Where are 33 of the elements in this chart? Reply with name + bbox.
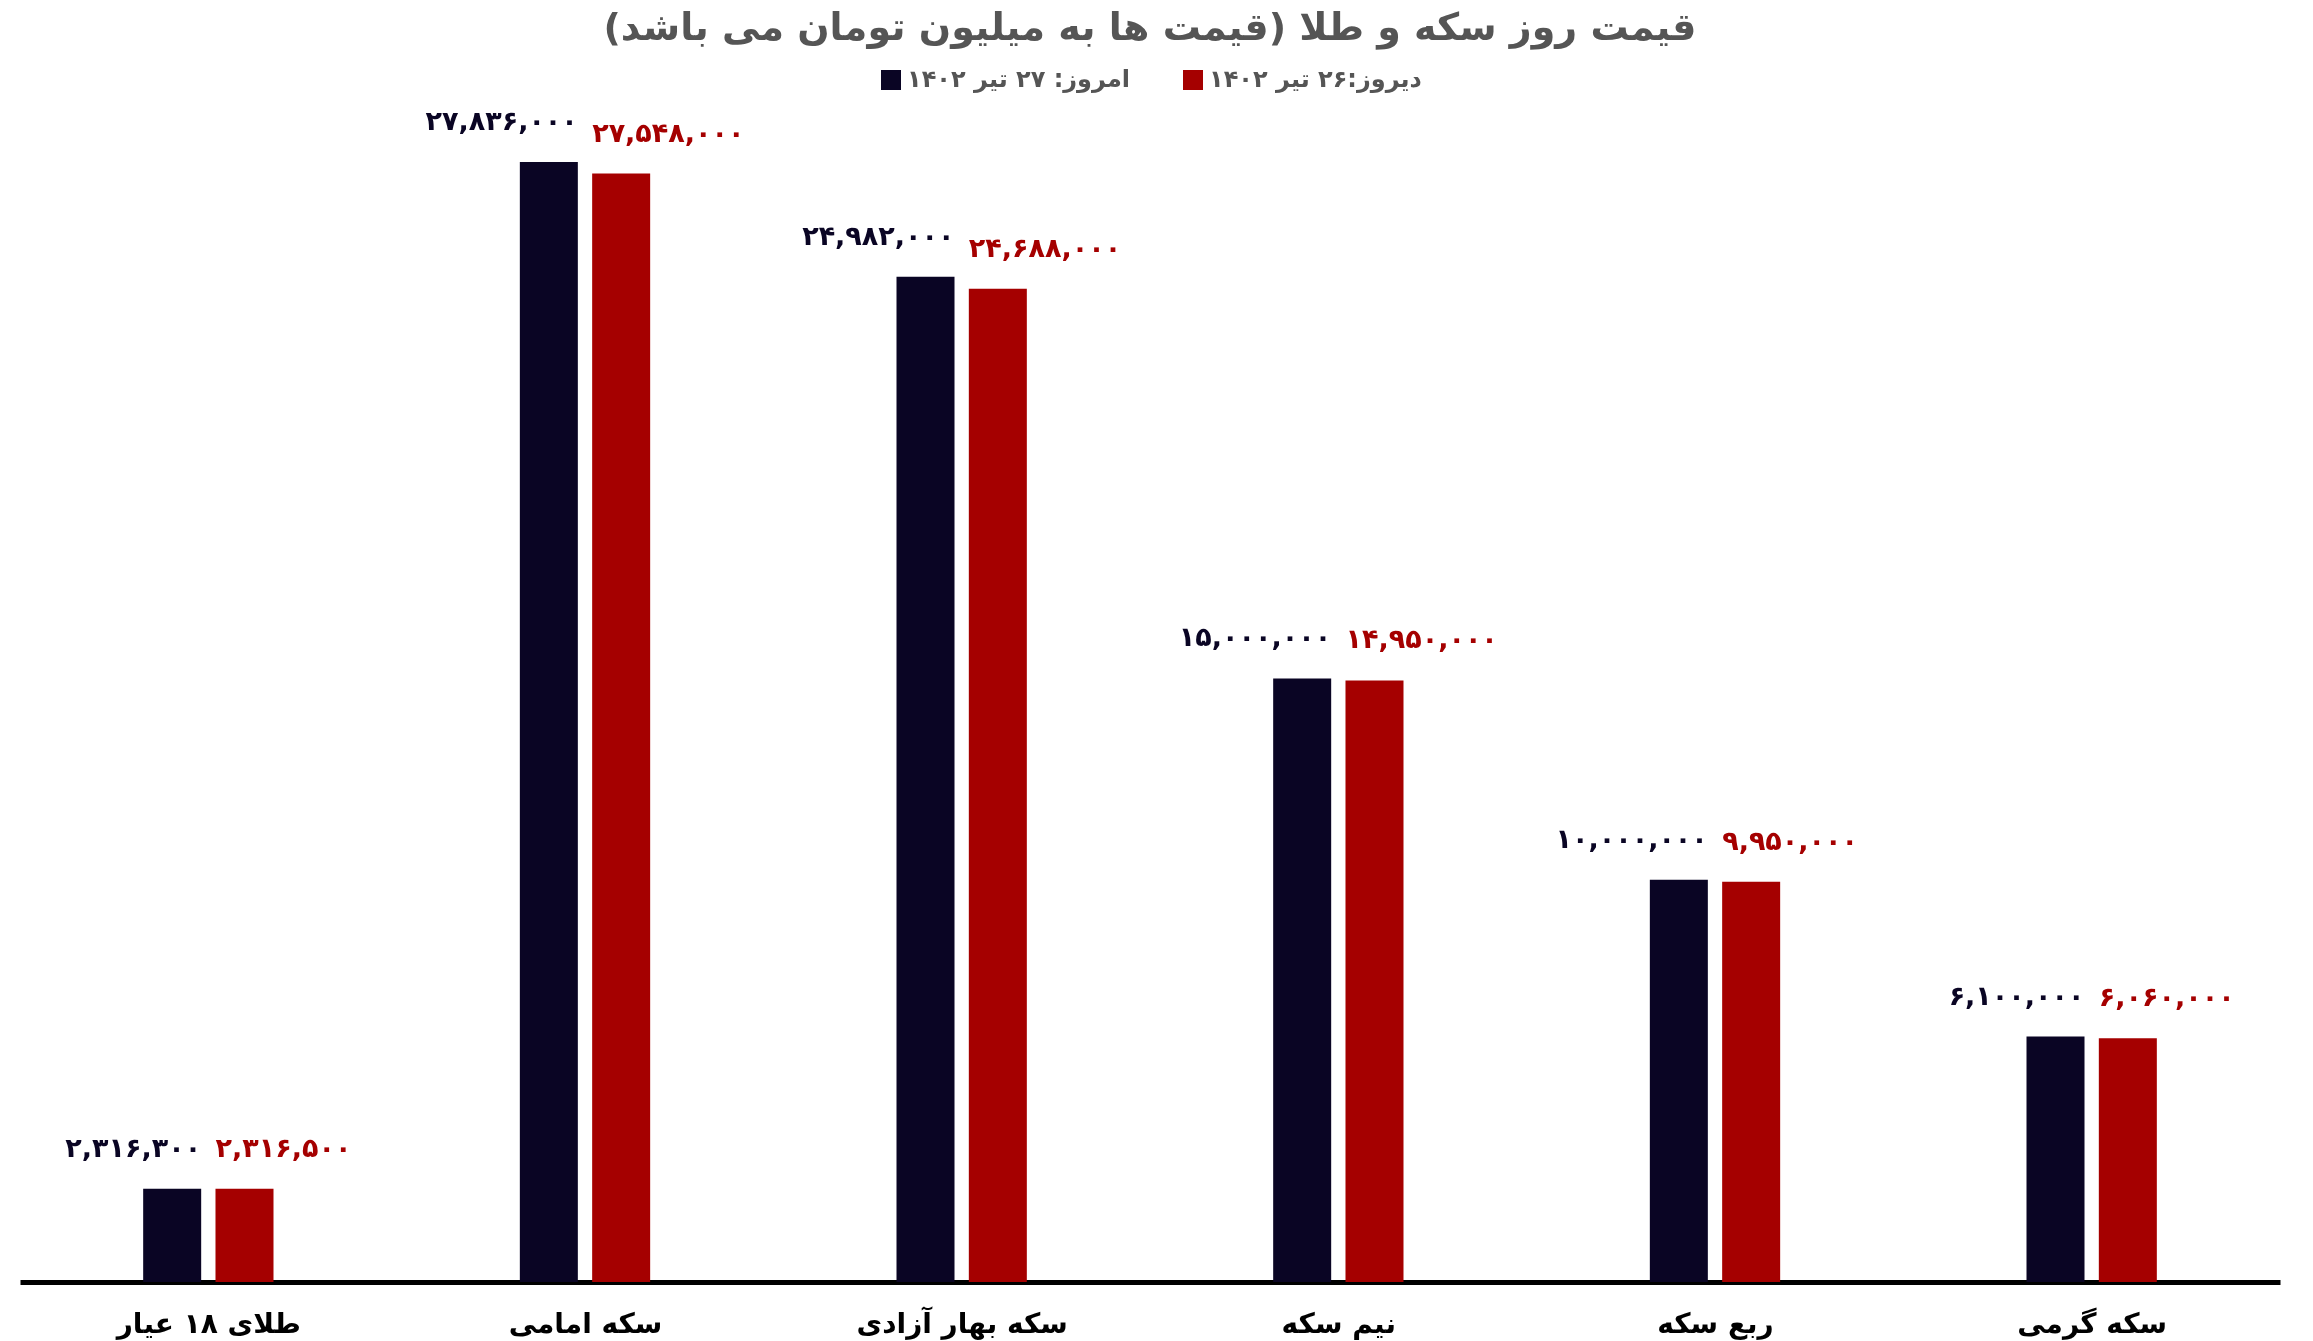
- data-label: ۹,۹۵۰,۰۰۰: [1722, 824, 1859, 856]
- bar: [2026, 1036, 2085, 1282]
- x-tick-label: طلای ۱۸ عیار: [114, 1306, 301, 1340]
- data-label: ۱۰,۰۰۰,۰۰۰: [1555, 822, 1708, 854]
- x-tick-label: سکه بهار آزادی: [856, 1305, 1068, 1340]
- data-label: ۲,۳۱۶,۳۰۰: [65, 1131, 202, 1163]
- data-label: ۱۵,۰۰۰,۰۰۰: [1178, 621, 1332, 653]
- x-tick-label: نیم سکه: [1281, 1306, 1397, 1340]
- legend-label: دیروز:۲۶ تیر ۱۴۰۲: [1209, 65, 1422, 93]
- data-label: ۲۴,۹۸۲,۰۰۰: [802, 219, 955, 251]
- data-label: ۶,۱۰۰,۰۰۰: [1948, 979, 2085, 1011]
- bar: [968, 288, 1027, 1282]
- x-tick-label: سکه امامی: [508, 1306, 663, 1340]
- bar: [896, 276, 955, 1282]
- bar: [592, 173, 651, 1282]
- data-label: ۲۷,۵۴۸,۰۰۰: [592, 116, 745, 148]
- bar: [143, 1188, 202, 1282]
- chart-title: قیمت روز سکه و طلا (قیمت ها به میلیون تومان می باشد): [603, 5, 1697, 50]
- x-tick-label: ربع سکه: [1657, 1306, 1774, 1340]
- x-tick-label: سکه گرمی: [2017, 1306, 2168, 1340]
- data-label: ۲۴,۶۸۸,۰۰۰: [968, 231, 1122, 263]
- data-label: ۱۴,۹۵۰,۰۰۰: [1345, 623, 1498, 655]
- bar: [519, 162, 578, 1282]
- bar: [1345, 680, 1404, 1282]
- data-label: ۶,۰۶۰,۰۰۰: [2098, 981, 2235, 1013]
- bar: [1273, 678, 1332, 1282]
- bar: [2098, 1038, 2157, 1282]
- bar: [215, 1188, 274, 1282]
- bar: [1722, 881, 1781, 1282]
- bar: [1649, 879, 1708, 1282]
- data-label: ۲۷,۸۳۶,۰۰۰: [425, 105, 578, 136]
- data-label: ۲,۳۱۶,۵۰۰: [215, 1131, 352, 1163]
- legend-label: امروز: ۲۷ تیر ۱۴۰۲: [907, 65, 1131, 93]
